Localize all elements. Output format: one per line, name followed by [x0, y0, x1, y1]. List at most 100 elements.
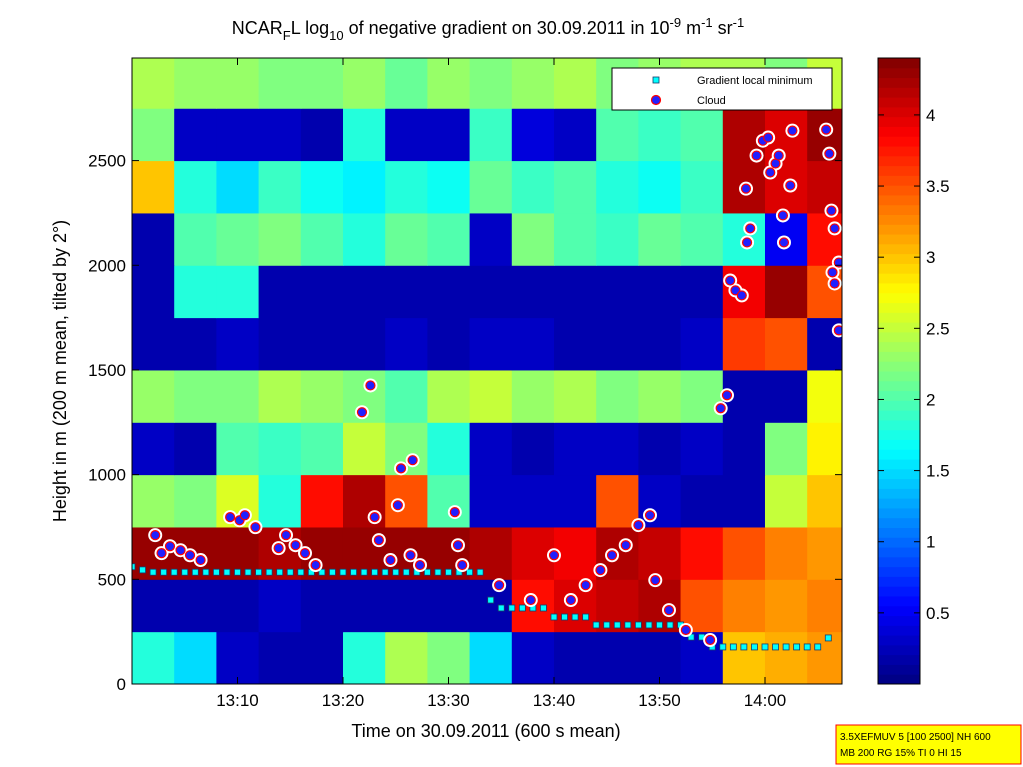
- heat-cell: [216, 317, 260, 371]
- cloud-marker: [644, 510, 656, 521]
- colorbar-step: [878, 586, 920, 597]
- colorbar-frame: [877, 57, 921, 685]
- colorbar-step: [878, 459, 920, 470]
- title-part: NCAR: [232, 18, 283, 38]
- colorbar-step: [878, 136, 920, 147]
- cloud-marker: [777, 210, 789, 221]
- title-part: -1: [733, 15, 745, 30]
- x-tick-label: 13:50: [638, 691, 681, 710]
- heat-cell: [807, 474, 842, 528]
- heat-cell: [680, 526, 724, 580]
- cloud-marker: [280, 530, 292, 541]
- heat-cell: [132, 422, 175, 476]
- heat-cell: [807, 422, 842, 476]
- min-marker: [761, 643, 769, 651]
- heat-cell: [258, 58, 302, 109]
- heat-cell: [807, 579, 842, 633]
- heat-cell: [300, 108, 344, 162]
- cloud-marker: [310, 559, 321, 571]
- heat-cell: [258, 160, 302, 214]
- heat-cell: [596, 265, 639, 319]
- heat-cell: [132, 265, 175, 319]
- heat-cell: [680, 369, 724, 423]
- cloud-marker: [392, 500, 403, 511]
- heat-cell: [764, 369, 808, 423]
- cloud-marker: [580, 580, 591, 591]
- min-marker: [814, 643, 822, 651]
- heat-cell: [469, 526, 513, 580]
- heat-cell: [174, 265, 217, 319]
- cloud-marker: [356, 407, 368, 418]
- cloud-marker: [833, 325, 842, 336]
- colorbar-tick-label: 3: [926, 248, 935, 267]
- heat-cell: [300, 317, 344, 371]
- cloud-marker: [745, 223, 756, 234]
- colorbar-step: [878, 478, 920, 489]
- heat-cell: [216, 369, 260, 423]
- x-axis-label: Time on 30.09.2011 (600 s mean): [351, 721, 620, 741]
- min-marker: [487, 596, 495, 604]
- cloud-marker: [385, 554, 396, 566]
- heat-cell: [385, 317, 428, 371]
- min-marker: [719, 643, 727, 651]
- colorbar-step: [878, 566, 920, 577]
- legend-label: Cloud: [697, 95, 726, 107]
- cloud-marker: [548, 550, 560, 561]
- cloud-marker: [250, 522, 261, 533]
- heat-cell: [764, 317, 808, 371]
- heat-cell: [427, 108, 471, 162]
- min-marker: [434, 568, 442, 576]
- heat-cell: [638, 265, 682, 319]
- heat-cell: [469, 579, 513, 633]
- heat-cell: [258, 474, 302, 528]
- heat-cell: [680, 212, 724, 266]
- min-marker: [803, 643, 811, 651]
- colorbar-step: [878, 380, 920, 392]
- colorbar-step: [878, 371, 920, 382]
- colorbar-step: [878, 175, 920, 186]
- heat-cell: [680, 474, 724, 528]
- min-marker: [666, 621, 674, 629]
- heat-cell: [132, 474, 175, 528]
- min-marker: [339, 568, 347, 576]
- min-marker: [265, 568, 273, 576]
- colorbar-tick-label: 2.5: [926, 319, 950, 338]
- heat-cell: [553, 265, 597, 319]
- chart-title: NCARFL log10 of negative gradient on 30.…: [232, 15, 744, 43]
- heat-cell: [553, 474, 597, 528]
- colorbar-step: [878, 331, 920, 343]
- heat-cell: [132, 108, 175, 162]
- heat-cell: [596, 631, 639, 684]
- heat-cell: [596, 474, 639, 528]
- min-marker: [466, 568, 473, 576]
- title-part: of negative gradient on 30.09.2011 in 10: [344, 18, 670, 38]
- x-tick-label: 13:30: [427, 691, 470, 710]
- cloud-marker: [751, 150, 762, 161]
- cloud-marker: [156, 548, 167, 559]
- heat-cell: [764, 579, 808, 633]
- heat-cell: [807, 631, 842, 684]
- min-marker: [244, 568, 252, 576]
- cloud-marker: [449, 507, 460, 518]
- heat-cell: [596, 422, 639, 476]
- min-marker: [592, 621, 600, 629]
- colorbar-step: [878, 351, 920, 362]
- colorbar-step: [878, 204, 920, 215]
- heat-cell: [553, 526, 597, 580]
- colorbar-step: [878, 615, 920, 626]
- min-marker: [423, 568, 431, 576]
- heat-cell: [764, 265, 808, 319]
- heat-cell: [596, 160, 639, 214]
- heat-cell: [216, 108, 260, 162]
- min-marker: [212, 568, 220, 576]
- x-tick-label: 14:00: [744, 691, 787, 710]
- colorbar-tick-label: 4: [926, 106, 935, 125]
- colorbar-step: [878, 126, 920, 137]
- colorbar-step: [878, 439, 920, 450]
- colorbar-step: [878, 635, 920, 646]
- plot-frame: [131, 57, 843, 685]
- min-marker: [751, 643, 758, 651]
- heat-cell: [511, 58, 555, 109]
- heat-cell: [469, 474, 513, 528]
- min-marker: [571, 613, 579, 621]
